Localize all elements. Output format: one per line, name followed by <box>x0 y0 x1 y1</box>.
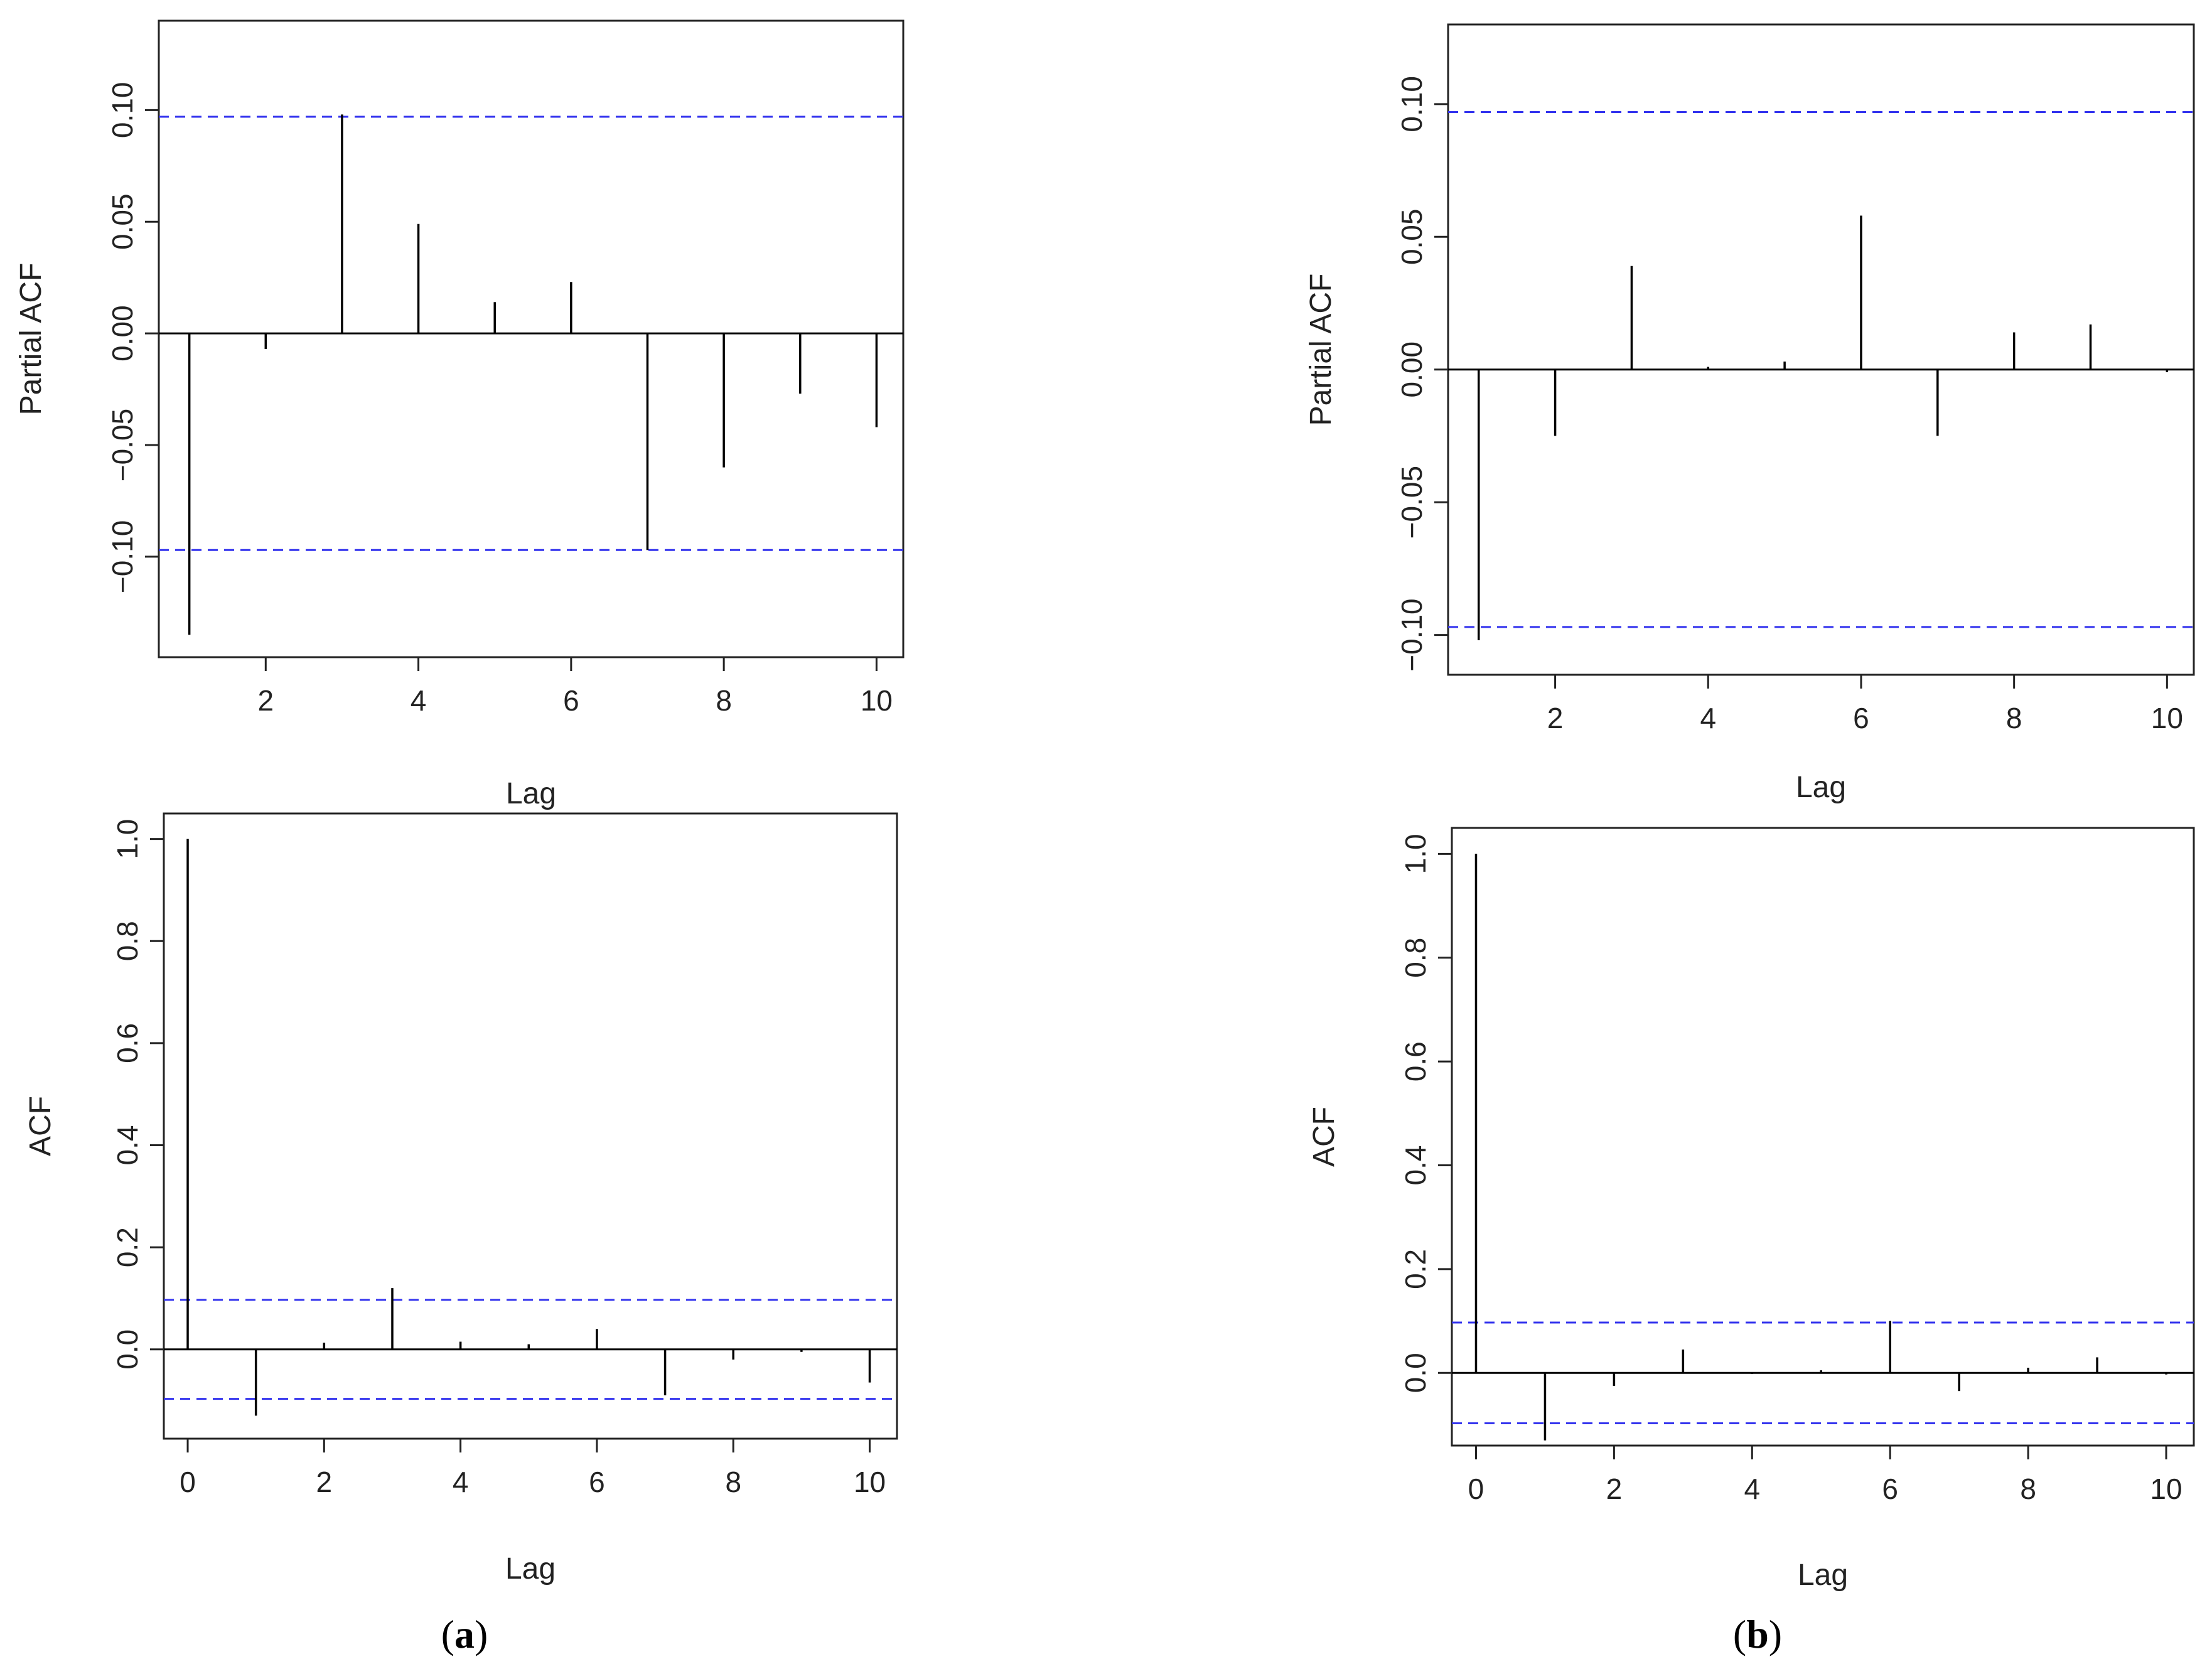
plot-b-pacf: −0.10 −0.05 0.00 0.05 0.10 2 4 6 8 10 Lag Partial A… <box>1304 23 2195 804</box>
y-axis-label: Partial ACF <box>14 263 48 416</box>
x-tick-label: 10 <box>861 684 893 717</box>
y-tick-label: 0.10 <box>106 82 139 139</box>
y-tick-label: 0.6 <box>111 1023 144 1063</box>
x-tick-label: 10 <box>854 1466 886 1498</box>
x-tick-label: 4 <box>1744 1473 1761 1505</box>
y-tick-label: 0.2 <box>111 1227 144 1267</box>
y-axis-label: Partial ACF <box>1304 274 1338 426</box>
y-tick-label: 0.00 <box>106 305 139 362</box>
plot-b-acf: 0.0 0.2 0.4 0.6 0.8 1.0 0 2 4 6 8 10 Lag ACF <box>1307 827 2195 1592</box>
plot-frame <box>1447 23 2195 676</box>
plot-frame <box>158 19 905 658</box>
plot-a-acf: 0.0 0.2 0.4 0.6 0.8 1.0 0 2 4 6 8 10 Lag ACF <box>24 812 898 1586</box>
x-tick-label: 6 <box>589 1466 605 1498</box>
y-tick-label: 1.0 <box>1399 834 1432 874</box>
y-tick-label: 0.8 <box>111 921 144 961</box>
x-tick-label: 10 <box>2150 1473 2182 1505</box>
x-tick-label: 4 <box>411 684 427 717</box>
x-axis-label: Lag <box>505 1552 556 1586</box>
y-tick-label: 0.05 <box>1395 209 1428 266</box>
y-tick-label: 0.6 <box>1399 1041 1432 1082</box>
x-axis-label: Lag <box>1798 1559 1848 1592</box>
x-tick-label: 0 <box>1468 1473 1485 1505</box>
y-tick-label: 0.0 <box>111 1329 144 1370</box>
y-tick-label: −0.05 <box>1395 466 1428 539</box>
x-tick-label: 4 <box>1700 702 1716 734</box>
y-axis-label: ACF <box>1307 1107 1341 1167</box>
y-tick-label: 0.0 <box>1399 1353 1432 1393</box>
y-tick-label: −0.10 <box>106 520 139 593</box>
x-tick-label: 10 <box>2151 702 2183 734</box>
plot-a-pacf: −0.10 −0.05 0.00 0.05 0.10 2 4 6 8 10 Lag Partial A… <box>14 19 905 810</box>
x-tick-label: 8 <box>716 684 732 717</box>
panel-label-b: (b) <box>1733 1612 1782 1656</box>
x-tick-label: 6 <box>1853 702 1869 734</box>
x-tick-label: 8 <box>725 1466 741 1498</box>
panel-label-a: (a) <box>441 1612 488 1656</box>
y-tick-label: 0.4 <box>111 1125 144 1166</box>
x-tick-label: 2 <box>258 684 274 717</box>
x-tick-label: 6 <box>563 684 579 717</box>
x-tick-label: 0 <box>180 1466 196 1498</box>
y-tick-label: 0.8 <box>1399 938 1432 978</box>
x-tick-label: 6 <box>1882 1473 1898 1505</box>
x-tick-label: 2 <box>1606 1473 1623 1505</box>
y-tick-label: 0.00 <box>1395 341 1428 398</box>
y-tick-label: 1.0 <box>111 819 144 859</box>
y-tick-label: −0.05 <box>106 409 139 481</box>
y-tick-label: 0.2 <box>1399 1249 1432 1289</box>
y-axis-label: ACF <box>24 1096 57 1156</box>
x-tick-label: 2 <box>316 1466 333 1498</box>
x-tick-label: 4 <box>453 1466 469 1498</box>
x-tick-label: 2 <box>1547 702 1564 734</box>
x-tick-label: 8 <box>2006 702 2022 734</box>
x-tick-label: 8 <box>2020 1473 2036 1505</box>
y-tick-label: 0.4 <box>1399 1146 1432 1186</box>
plot-frame <box>163 812 898 1440</box>
y-tick-label: −0.10 <box>1395 598 1428 671</box>
x-axis-label: Lag <box>1796 771 1846 804</box>
y-tick-label: 0.05 <box>106 193 139 250</box>
plot-frame <box>1451 827 2195 1447</box>
x-axis-label: Lag <box>506 777 556 810</box>
y-tick-label: 0.10 <box>1395 76 1428 132</box>
